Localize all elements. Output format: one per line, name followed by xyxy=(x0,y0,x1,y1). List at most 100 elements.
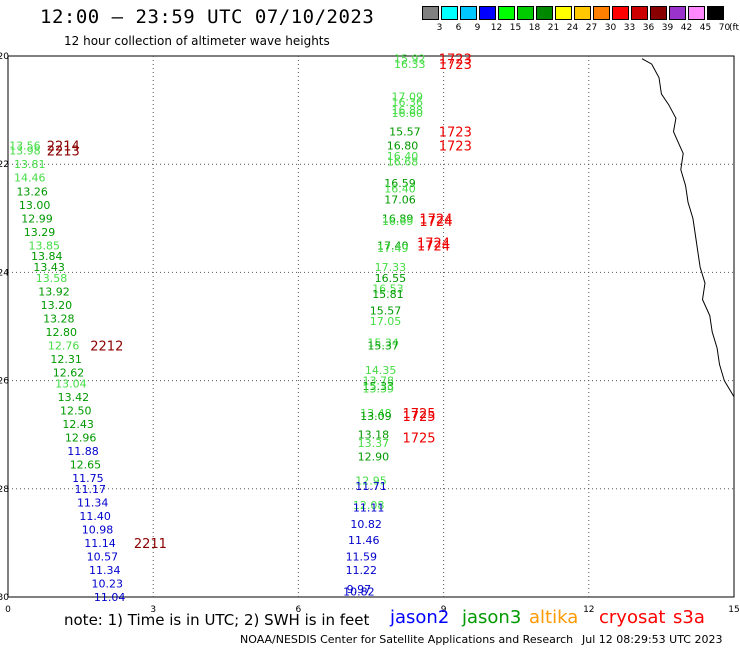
footer-note: note: 1) Time is in UTC; 2) SWH is in fe… xyxy=(64,611,370,629)
y-tick-label: -30 xyxy=(0,593,9,603)
wave-height-label: 12.96 xyxy=(65,431,97,444)
wave-height-label: 16.40 xyxy=(387,150,419,163)
x-tick-label: 12 xyxy=(583,605,594,615)
color-scale-label: 6 xyxy=(455,23,462,33)
color-scale-label: 12 xyxy=(490,23,503,33)
wave-height-label: 10.23 xyxy=(91,577,123,590)
wave-height-label: 11.34 xyxy=(77,496,109,509)
pass-time-label: 1724 xyxy=(417,237,450,252)
wave-height-label: 12.80 xyxy=(45,326,77,339)
wave-height-label: 11.17 xyxy=(75,483,107,496)
wave-height-label: 13.92 xyxy=(38,285,70,298)
color-scale-label: 33 xyxy=(623,23,636,33)
pass-time-label: 1724 xyxy=(419,215,452,230)
wave-height-label: 15.33 xyxy=(363,380,395,393)
color-scale-swatch xyxy=(498,6,515,20)
color-scale-swatch xyxy=(688,6,705,20)
wave-height-label: 12.31 xyxy=(50,353,82,366)
wave-height-label: 16.59 xyxy=(384,177,416,190)
color-scale-swatch xyxy=(555,6,572,20)
pass-time-label: 1725 xyxy=(402,431,435,446)
wave-height-label: 16.89 xyxy=(382,212,414,225)
x-tick-label: 0 xyxy=(5,605,11,615)
wave-height-label: 12.76 xyxy=(48,339,80,352)
wave-height-label: 11.40 xyxy=(79,510,111,523)
wave-height-label: 13.18 xyxy=(358,429,390,442)
x-tick-label: 6 xyxy=(296,605,302,615)
wave-height-label: 17.33 xyxy=(375,261,407,274)
wave-height-label: 13.29 xyxy=(24,226,56,239)
wave-height-label: 11.88 xyxy=(67,445,99,458)
color-scale-unit: (ft) xyxy=(729,23,740,33)
wave-height-label: 13.78 xyxy=(363,375,395,388)
x-tick-label: 3 xyxy=(150,605,156,615)
wave-height-label: 13.56 xyxy=(9,139,41,152)
pass-time-label: 1723 xyxy=(439,126,472,141)
wave-height-label: 17.49 xyxy=(377,242,409,255)
wave-height-label: 16.69 xyxy=(382,215,414,228)
color-scale-label: 27 xyxy=(585,23,598,33)
wave-height-label: 17.06 xyxy=(384,193,416,206)
wave-height-label: 13.09 xyxy=(360,410,392,423)
y-tick-label: -20 xyxy=(0,52,9,62)
wave-height-label: 12.62 xyxy=(53,366,85,379)
y-tick-label: -24 xyxy=(0,268,9,278)
color-scale-swatch xyxy=(669,6,686,20)
wave-height-label: 13.28 xyxy=(43,312,75,325)
color-scale-swatch xyxy=(479,6,496,20)
color-scale-label: 21 xyxy=(547,23,560,33)
legend-jason3: jason3 xyxy=(462,607,522,628)
wave-height-label: 11.11 xyxy=(353,502,385,515)
wave-height-label: 13.98 xyxy=(9,145,41,158)
wave-height-label: 13.43 xyxy=(33,261,65,274)
wave-height-label: 11.71 xyxy=(355,480,387,493)
wave-height-label: 13.39 xyxy=(363,383,395,396)
wave-height-label: 12.99 xyxy=(21,212,53,225)
wave-height-label: 13.58 xyxy=(36,272,68,285)
plot-frame xyxy=(7,55,735,598)
wave-height-label: 11.04 xyxy=(94,591,126,604)
coastline xyxy=(641,58,735,398)
wave-height-label: 12.43 xyxy=(62,418,94,431)
color-scale-swatch xyxy=(650,6,667,20)
color-scale-label: 30 xyxy=(604,23,617,33)
wave-height-label: 13.85 xyxy=(29,239,61,252)
color-scale-swatch xyxy=(612,6,629,20)
wave-height-label: 13.04 xyxy=(55,377,87,390)
legend-altika: altika xyxy=(529,607,579,628)
wave-height-label: 12.95 xyxy=(355,475,387,488)
wave-height-label: 16.88 xyxy=(392,104,424,117)
color-scale-label: 24 xyxy=(566,23,579,33)
pass-time-label: 2214 xyxy=(47,139,80,154)
wave-height-label: 13.00 xyxy=(19,199,51,212)
wave-height-label: 10.57 xyxy=(87,550,119,563)
pass-time-label: 1723 xyxy=(439,139,472,154)
wave-height-label: 15.37 xyxy=(367,339,399,352)
wave-height-label: 16.60 xyxy=(392,107,424,120)
color-scale-label: 39 xyxy=(661,23,674,33)
wave-height-label: 9.97 xyxy=(347,583,372,596)
color-scale-label: 15 xyxy=(509,23,522,33)
wave-height-label: 16.36 xyxy=(392,96,424,109)
wave-height-label: 10.82 xyxy=(350,518,382,531)
color-scale-label: 3 xyxy=(436,23,443,33)
legend-jason2: jason2 xyxy=(390,607,450,628)
wave-height-label: 17.05 xyxy=(370,315,402,328)
legend-s3a: s3a xyxy=(673,607,705,628)
color-scale-swatch xyxy=(517,6,534,20)
wave-height-label: 14.46 xyxy=(14,172,46,185)
chart-title: 12:00 – 23:59 UTC 07/10/2023 xyxy=(40,6,375,28)
wave-height-label: 13.37 xyxy=(358,437,390,450)
wave-height-label: 17.40 xyxy=(377,239,409,252)
color-scale-label: 42 xyxy=(680,23,693,33)
wave-height-label: 13.84 xyxy=(31,250,63,263)
pass-time-label: 1723 xyxy=(439,53,472,68)
pass-time-label: 1724 xyxy=(419,212,452,227)
pass-time-label: 2213 xyxy=(47,145,80,160)
wave-height-label: 12.08 xyxy=(353,499,385,512)
wave-height-label: 16.40 xyxy=(384,183,416,196)
color-scale-swatch xyxy=(574,6,591,20)
wave-height-label: 15.34 xyxy=(367,337,399,350)
wave-height-label: 11.46 xyxy=(348,534,380,547)
